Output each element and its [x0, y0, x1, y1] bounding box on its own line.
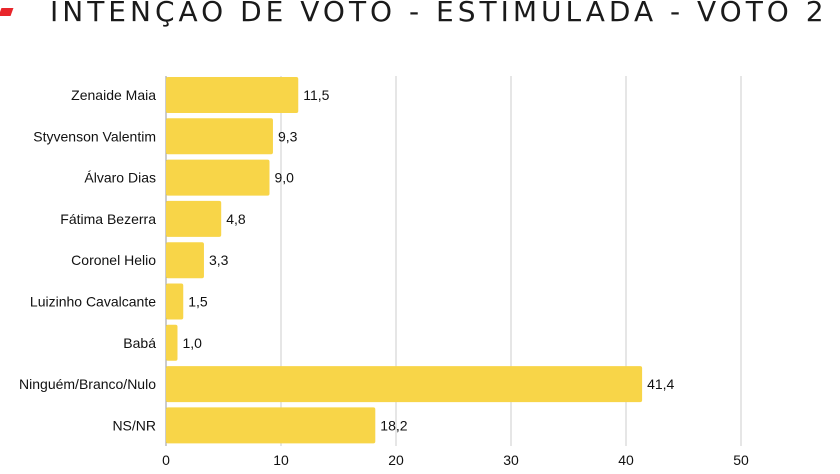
category-label: Zenaide Maia — [71, 87, 156, 103]
category-label: Fátima Bezerra — [60, 211, 156, 227]
value-label: 11,5 — [303, 87, 329, 103]
value-label: 18,2 — [380, 417, 407, 433]
x-tick-label: 10 — [273, 452, 289, 468]
value-label: 3,3 — [209, 252, 229, 268]
bar — [166, 200, 222, 237]
category-label: Luizinho Cavalcante — [30, 294, 156, 310]
bar — [166, 283, 184, 320]
x-tick-label: 50 — [733, 452, 749, 468]
value-label: 9,3 — [278, 128, 298, 144]
category-label: Coronel Helio — [71, 252, 156, 268]
bar — [166, 159, 270, 196]
category-label: Álvaro Dias — [84, 170, 156, 186]
value-label: 1,0 — [183, 335, 203, 351]
value-label: 4,8 — [226, 211, 246, 227]
bar — [166, 118, 273, 155]
chart-title: INTENÇÃO DE VOTO - ESTIMULADA - VOTO 2 — [50, 0, 828, 28]
bar — [166, 407, 376, 444]
value-label: 1,5 — [188, 294, 208, 310]
value-label: 9,0 — [275, 170, 295, 186]
value-label: 41,4 — [647, 376, 674, 392]
bar — [166, 77, 299, 113]
x-tick-label: 40 — [618, 452, 634, 468]
x-tick-label: 0 — [162, 452, 170, 468]
category-label: NS/NR — [112, 417, 156, 433]
category-label: Babá — [123, 335, 156, 351]
x-tick-label: 20 — [388, 452, 404, 468]
x-tick-label: 30 — [503, 452, 519, 468]
category-label: Styvenson Valentim — [33, 128, 156, 144]
category-label: Ninguém/Branco/Nulo — [19, 376, 156, 392]
bar — [166, 324, 178, 361]
bar — [166, 366, 643, 403]
bar — [166, 242, 204, 279]
